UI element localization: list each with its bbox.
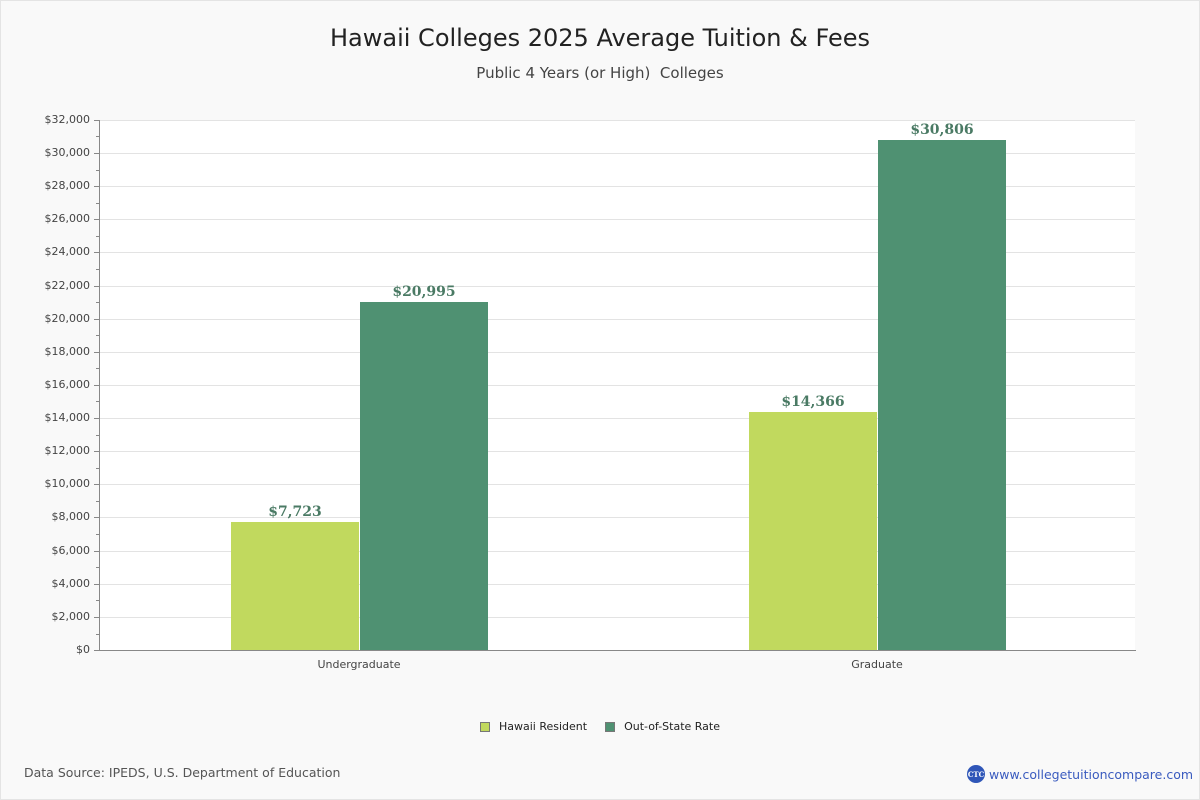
y-minor-tick: [96, 634, 99, 635]
bar-value-label: $30,806: [910, 122, 974, 138]
y-tick: [94, 451, 99, 452]
y-tick: [94, 252, 99, 253]
y-minor-tick: [96, 269, 99, 270]
y-tick-label: $20,000: [44, 312, 91, 325]
y-tick-label: $6,000: [51, 544, 91, 557]
ctc-logo-icon: CTC: [967, 765, 985, 783]
y-tick-label: $32,000: [44, 113, 91, 126]
y-minor-tick: [96, 534, 99, 535]
y-minor-tick: [96, 401, 99, 402]
y-tick: [94, 352, 99, 353]
legend-item-out-of-state[interactable]: Out-of-State Rate: [605, 720, 720, 733]
legend-swatch-icon: [479, 721, 490, 732]
brand-url: www.collegetuitioncompare.com: [989, 766, 1194, 782]
y-minor-tick: [96, 236, 99, 237]
y-tick-label: $8,000: [51, 510, 91, 523]
legend-label: Hawaii Resident: [498, 720, 588, 733]
y-tick-label: $2,000: [51, 610, 91, 623]
brand-link[interactable]: CTC www.collegetuitioncompare.com: [967, 765, 1193, 783]
bar-value-label: $20,995: [392, 284, 456, 300]
y-tick: [94, 418, 99, 419]
y-minor-tick: [96, 435, 99, 436]
y-tick-label: $22,000: [44, 279, 91, 292]
chart-subtitle: Public 4 Years (or High) Colleges: [476, 64, 724, 82]
y-minor-tick: [96, 600, 99, 601]
gridline: [100, 153, 1135, 154]
gridline: [100, 584, 1135, 585]
y-minor-tick: [96, 567, 99, 568]
gridline: [100, 451, 1135, 452]
y-tick: [94, 584, 99, 585]
y-tick: [94, 650, 99, 651]
y-tick: [94, 120, 99, 121]
bar-undergraduate-resident[interactable]: [231, 522, 359, 650]
y-tick: [94, 286, 99, 287]
y-minor-tick: [96, 368, 99, 369]
y-tick: [94, 484, 99, 485]
gridline: [100, 517, 1135, 518]
gridline: [100, 484, 1135, 485]
y-tick: [94, 617, 99, 618]
y-tick-label: $0: [76, 643, 90, 656]
gridline: [100, 617, 1135, 618]
legend-swatch-icon: [605, 721, 616, 732]
y-tick-label: $30,000: [44, 146, 91, 159]
y-tick-label: $28,000: [44, 179, 91, 192]
y-tick: [94, 385, 99, 386]
bar-graduate-out-of-state[interactable]: [878, 140, 1006, 650]
y-tick-label: $24,000: [44, 245, 91, 258]
y-tick-label: $10,000: [44, 477, 91, 490]
x-category-label: Graduate: [851, 658, 903, 671]
y-minor-tick: [96, 335, 99, 336]
gridline: [100, 385, 1135, 386]
y-minor-tick: [96, 501, 99, 502]
gridline: [100, 186, 1135, 187]
x-category-label: Undergraduate: [317, 658, 401, 671]
bar-graduate-resident[interactable]: [749, 412, 877, 650]
y-minor-tick: [96, 170, 99, 171]
y-axis-line: [99, 120, 100, 651]
legend-item-hawaii-resident[interactable]: Hawaii Resident: [479, 720, 588, 733]
legend-label: Out-of-State Rate: [624, 720, 721, 733]
y-tick-label: $18,000: [44, 345, 91, 358]
y-tick: [94, 517, 99, 518]
gridline: [100, 120, 1135, 121]
data-source-note: Data Source: IPEDS, U.S. Department of E…: [24, 765, 341, 780]
bar-undergraduate-out-of-state[interactable]: [360, 302, 488, 650]
bar-value-label: $14,366: [781, 394, 845, 410]
gridline: [100, 252, 1135, 253]
y-minor-tick: [96, 302, 99, 303]
y-tick: [94, 319, 99, 320]
gridline: [100, 319, 1135, 320]
y-tick-label: $12,000: [44, 444, 91, 457]
gridline: [100, 551, 1135, 552]
chart-legend: Hawaii Resident Out-of-State Rate: [0, 720, 1200, 733]
y-tick: [94, 219, 99, 220]
y-tick: [94, 551, 99, 552]
y-tick-label: $14,000: [44, 411, 91, 424]
y-minor-tick: [96, 468, 99, 469]
gridline: [100, 286, 1135, 287]
y-tick-label: $4,000: [51, 577, 91, 590]
chart-title: Hawaii Colleges 2025 Average Tuition & F…: [330, 24, 870, 52]
x-axis-line: [99, 650, 1136, 651]
y-tick: [94, 153, 99, 154]
y-tick-label: $26,000: [44, 212, 91, 225]
y-tick: [94, 186, 99, 187]
y-minor-tick: [96, 136, 99, 137]
y-tick-label: $16,000: [44, 378, 91, 391]
y-minor-tick: [96, 203, 99, 204]
gridline: [100, 219, 1135, 220]
bar-value-label: $7,723: [268, 504, 322, 520]
gridline: [100, 418, 1135, 419]
gridline: [100, 352, 1135, 353]
